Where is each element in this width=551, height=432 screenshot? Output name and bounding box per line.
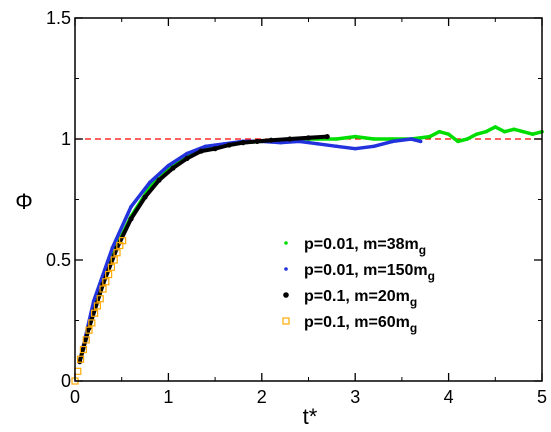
data-point [353, 134, 358, 139]
ticks-layer: 0 1 2 3 4 5 0 0.5 1 1.5 [46, 8, 547, 407]
data-point [128, 216, 134, 222]
data-point [102, 278, 110, 286]
data-point [474, 132, 479, 136]
data-point [99, 285, 107, 293]
marks-layer [71, 125, 544, 385]
data-point [91, 309, 99, 317]
data-point [170, 165, 176, 171]
data-point [530, 132, 535, 136]
data-point [334, 137, 339, 141]
y-axis-label: Φ [15, 189, 33, 214]
legend-marker [283, 292, 289, 298]
x-tick-label: 3 [350, 387, 360, 407]
data-point [456, 139, 460, 144]
data-point [512, 127, 516, 132]
data-point [166, 163, 171, 168]
x-axis-label: t* [303, 404, 318, 429]
data-point [316, 142, 320, 146]
data-point [147, 180, 152, 185]
data-point [493, 125, 498, 129]
data-point [96, 295, 104, 303]
data-point [240, 140, 246, 146]
data-point [226, 142, 232, 148]
x-tick-label: 5 [537, 387, 547, 407]
data-point [88, 319, 96, 327]
legend-label: p=0.01, m=150mg [304, 262, 435, 283]
data-point [254, 138, 260, 145]
data-point [521, 129, 526, 134]
legend-label: p=0.1, m=60mg [304, 314, 417, 335]
data-point [110, 256, 118, 264]
data-point [184, 155, 190, 161]
data-point [390, 139, 395, 144]
data-point [484, 129, 488, 134]
data-point [305, 135, 312, 141]
data-point [502, 129, 507, 134]
legend-marker [284, 267, 288, 271]
data-point [85, 326, 93, 334]
data-point [353, 146, 358, 151]
data-point [142, 194, 148, 200]
legend-label: p=0.1, m=20mg [304, 288, 417, 309]
y-tick-label: 0.5 [46, 250, 71, 270]
legend-entry: p=0.1, m=60mg [282, 314, 417, 335]
data-point [287, 136, 293, 142]
data-point [77, 355, 85, 363]
legend-entry: p=0.01, m=150mg [284, 262, 435, 283]
data-point [119, 237, 127, 245]
data-point [372, 137, 376, 141]
data-point [409, 137, 414, 141]
data-point [418, 139, 423, 144]
data-point [268, 137, 274, 143]
data-point [446, 132, 451, 136]
series-2 [77, 133, 330, 365]
data-point [428, 134, 432, 139]
data-point [129, 204, 133, 209]
x-tick-label: 4 [444, 387, 454, 407]
data-point [113, 249, 121, 257]
data-point [278, 140, 283, 145]
legend-marker [284, 241, 288, 245]
data-point [437, 129, 442, 134]
data-point [105, 270, 113, 279]
data-point [324, 133, 330, 140]
legend-entry: p=0.01, m=38mg [284, 236, 426, 257]
y-tick-label: 0 [61, 371, 71, 391]
data-point [82, 336, 90, 344]
x-tick-label: 2 [257, 387, 267, 407]
legend-marker [282, 317, 290, 325]
data-point [107, 263, 116, 271]
legend-label: p=0.01, m=38mg [304, 236, 426, 257]
x-tick-label: 0 [70, 387, 80, 407]
data-point [203, 144, 208, 149]
data-point [372, 144, 376, 149]
series-2-trace [77, 134, 330, 364]
data-point [79, 345, 88, 354]
data-point [297, 139, 301, 144]
data-point [198, 148, 204, 154]
data-point [212, 146, 218, 152]
x-tick-label: 1 [163, 387, 173, 407]
data-point [156, 177, 162, 183]
data-point [91, 299, 96, 303]
legend: p=0.01, m=38mg p=0.01, m=150mg p=0.1, m=20… [282, 236, 435, 335]
legend-entry: p=0.1, m=20mg [283, 288, 417, 309]
y-tick-label: 1 [61, 129, 71, 149]
data-point [110, 246, 115, 250]
data-point [93, 302, 102, 310]
data-point [185, 151, 189, 156]
data-point [334, 144, 339, 149]
y-tick-label: 1.5 [46, 8, 71, 28]
data-point [465, 137, 470, 141]
